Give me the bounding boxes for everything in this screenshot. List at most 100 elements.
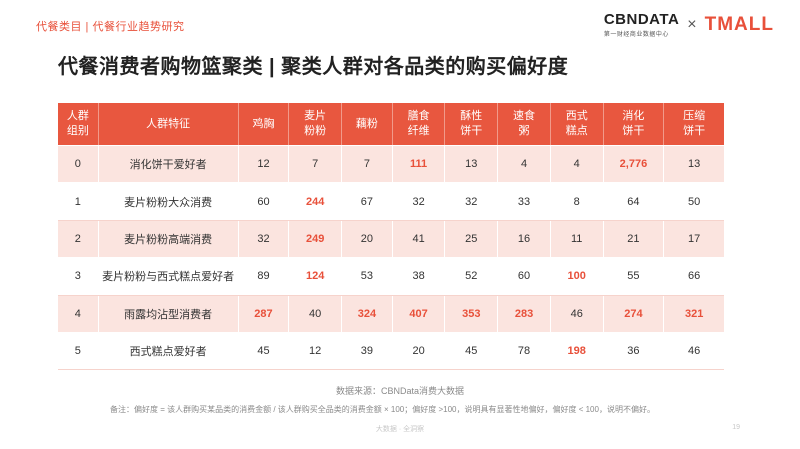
preference-cell: 2,776 — [603, 145, 665, 184]
cbndata-logo-name: CBNDATA — [603, 11, 680, 28]
preference-cell: 40 — [288, 295, 343, 333]
preference-cell: 4 — [550, 145, 604, 184]
column-header-line: 西式 — [565, 110, 588, 122]
preference-cell: 12 — [288, 332, 343, 371]
table-row: 1 麦片粉粉大众消费 60 244 67 32 32 33 8 64 50 — [58, 182, 724, 221]
preference-cell: 321 — [663, 295, 724, 333]
preference-cell: 39 — [341, 332, 393, 371]
preference-cell: 8 — [550, 182, 604, 221]
preference-cell: 32 — [444, 182, 499, 221]
page-number: 19 — [732, 424, 740, 431]
group-feature-cell: 消化饼干爱好者 — [98, 145, 239, 184]
preference-cell: 287 — [238, 295, 290, 333]
group-feature-cell: 雨露均沾型消费者 — [98, 295, 239, 333]
preference-cell: 13 — [444, 145, 499, 184]
column-header-line: 藕粉 — [355, 117, 378, 130]
column-header: 人群特征 — [98, 103, 239, 146]
column-header: 压缩 饼干 — [663, 103, 724, 146]
group-id-cell: 5 — [58, 332, 99, 371]
column-header-line: 鸡胸 — [252, 117, 275, 130]
table-row: 3 麦片粉粉与西式糕点爱好者 89 124 53 38 52 60 100 55 66 — [58, 257, 724, 296]
preference-cell: 249 — [288, 220, 343, 259]
table-row: 2 麦片粉粉高端消费 32 249 20 41 25 16 11 21 17 — [58, 220, 724, 259]
column-header-line: 粉粉 — [304, 125, 327, 137]
preference-table: 人群 组别 人群特征 鸡胸 麦片 粉粉 藕粉 膳食 纤维 酥性 饼干 速食粥西式 糕点 消化 饼干 压缩 饼干 … — [58, 103, 724, 371]
preference-cell: 198 — [550, 332, 604, 371]
preference-cell: 324 — [341, 295, 393, 333]
column-header-line: 速食 — [513, 110, 535, 122]
table-header: 人群 组别 人群特征 鸡胸 麦片 粉粉 藕粉 膳食 纤维 酥性 饼干 速食粥西式 糕点 消化 饼干 压缩 饼干 — [58, 103, 724, 146]
column-header-line: 人群 — [66, 110, 89, 122]
preference-cell: 53 — [341, 257, 393, 296]
data-source: 数据来源：CBNData消费大数据 — [335, 386, 464, 396]
preference-cell: 12 — [238, 145, 290, 184]
preference-cell: 33 — [497, 182, 551, 221]
column-header-line: 饼干 — [622, 125, 645, 137]
column-header: 酥性 饼干 — [444, 103, 499, 146]
column-header-line: 酥性 — [460, 110, 483, 122]
preference-cell: 111 — [392, 145, 446, 184]
preference-cell: 89 — [238, 257, 290, 296]
preference-cell: 38 — [392, 257, 446, 296]
preference-cell: 60 — [238, 182, 290, 221]
preference-cell: 407 — [392, 295, 446, 333]
header-row: 人群 组别 人群特征 鸡胸 麦片 粉粉 藕粉 膳食 纤维 酥性 饼干 速食粥西式 糕点 消化 饼干 压缩 饼干 — [58, 103, 724, 146]
preference-cell: 4 — [497, 145, 551, 184]
preference-cell: 244 — [288, 182, 343, 221]
table-row: 5 西式糕点爱好者 45 12 39 20 45 78 198 36 46 — [58, 332, 724, 371]
column-header: 麦片 粉粉 — [288, 103, 343, 146]
brand-logos: CBNDATA 第一财经商业数据中心 × TMALL — [603, 11, 774, 39]
column-header-line: 饼干 — [460, 125, 483, 137]
table-body: 0 消化饼干爱好者 12 7 7 111 13 4 4 2,776 13 1 麦片粉粉大众消费 60 244… — [58, 145, 724, 371]
column-header-line: 人群特征 — [146, 117, 191, 130]
preference-cell: 36 — [603, 332, 665, 371]
preference-cell: 46 — [663, 332, 724, 371]
preference-cell: 17 — [663, 220, 724, 259]
column-header: 藕粉 — [341, 103, 393, 146]
preference-cell: 50 — [663, 182, 724, 221]
group-id-cell: 1 — [58, 182, 99, 221]
column-header-line: 糕点 — [565, 125, 588, 137]
group-id-cell: 4 — [58, 295, 99, 333]
column-header: 西式 糕点 — [550, 103, 604, 146]
preference-cell: 124 — [288, 257, 343, 296]
preference-cell: 66 — [663, 257, 724, 296]
column-header-line: 组别 — [66, 125, 89, 137]
group-id-cell: 2 — [58, 220, 99, 259]
preference-cell: 16 — [497, 220, 551, 259]
preference-cell: 20 — [392, 332, 446, 371]
logo-separator: × — [687, 16, 697, 33]
preference-cell: 100 — [550, 257, 604, 296]
table-row: 4 雨露均沾型消费者 287 40 324 407 353 283 46 274 321 — [58, 295, 724, 333]
page-title: 代餐消费者购物篮聚类 | 聚类人群对各品类的购买偏好度 — [58, 56, 569, 78]
preference-cell: 78 — [497, 332, 551, 371]
column-header-line: 膳食 — [407, 110, 430, 122]
footnote: 备注：偏好度 = 该人群购买某品类的消费金额 / 该人群购买全品类的消费金额 ×… — [110, 405, 655, 414]
column-header: 消化 饼干 — [603, 103, 665, 146]
preference-cell: 25 — [444, 220, 499, 259]
preference-cell: 13 — [663, 145, 724, 184]
preference-cell: 274 — [603, 295, 665, 333]
group-feature-cell: 麦片粉粉大众消费 — [98, 182, 239, 221]
column-header-line: 麦片 — [304, 110, 327, 122]
preference-cell: 21 — [603, 220, 665, 259]
preference-cell: 67 — [341, 182, 393, 221]
preference-cell: 283 — [497, 295, 551, 333]
cbndata-logo-subtitle: 第一财经商业数据中心 — [603, 32, 669, 38]
preference-cell: 11 — [550, 220, 604, 259]
group-id-cell: 3 — [58, 257, 99, 296]
preference-cell: 45 — [238, 332, 290, 371]
preference-cell: 45 — [444, 332, 499, 371]
footer-tagline: 大数据 · 全洞察 — [375, 426, 425, 433]
preference-cell: 7 — [341, 145, 393, 184]
column-header-line: 消化 — [622, 110, 645, 122]
preference-cell: 64 — [603, 182, 665, 221]
breadcrumb: 代餐类目 | 代餐行业趋势研究 — [36, 21, 185, 33]
cbndata-logo: CBNDATA 第一财经商业数据中心 — [603, 11, 680, 39]
preference-cell: 32 — [238, 220, 290, 259]
preference-cell: 52 — [444, 257, 499, 296]
group-feature-cell: 西式糕点爱好者 — [98, 332, 239, 371]
column-header-line: 饼干 — [683, 125, 706, 137]
column-header-line: 压缩 — [683, 110, 706, 122]
preference-cell: 55 — [603, 257, 665, 296]
